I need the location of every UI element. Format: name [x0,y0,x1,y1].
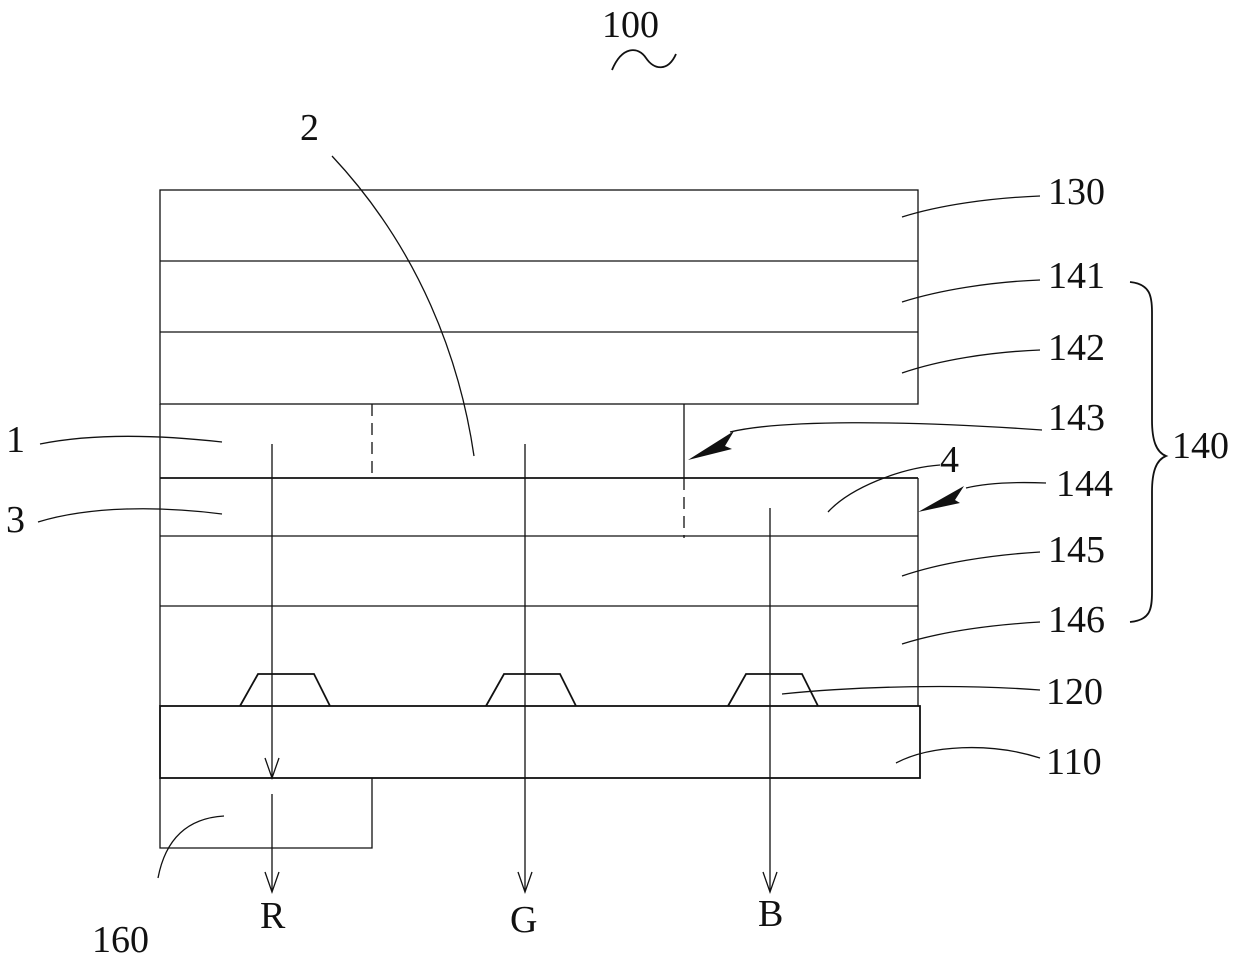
leader-2 [332,156,474,456]
leader-141 [902,280,1040,302]
region-label-4: 4 [940,439,959,481]
pointer-143 [688,431,734,460]
leader-160 [158,816,224,878]
label-144: 144 [1056,463,1113,505]
substrate-110 [160,706,920,778]
label-141: 141 [1048,255,1105,297]
label-142: 142 [1048,327,1105,369]
output-label-g: G [510,899,537,941]
label-146: 146 [1048,599,1105,641]
trapezoid-r [240,674,330,706]
leader-4 [828,465,940,512]
leader-146 [902,622,1040,644]
pointer-144 [918,486,964,512]
output-label-b: B [758,893,783,935]
output-label-r: R [260,895,286,937]
label-120: 120 [1046,671,1103,713]
trapezoid-b [728,674,818,706]
label-160: 160 [92,919,149,961]
label-143: 143 [1048,397,1105,439]
leader-120 [782,687,1040,694]
leader-3 [38,509,222,522]
label-140: 140 [1172,425,1229,467]
leader-1 [40,436,222,444]
brace-140 [1130,282,1166,622]
upper-stack [160,190,918,404]
region-label-1: 1 [6,419,25,461]
region-label-2: 2 [300,107,319,149]
label-110: 110 [1046,741,1102,783]
leader-142 [902,350,1040,373]
trapezoid-g [486,674,576,706]
figure-ref-label: 100 [602,4,659,46]
layer-160 [160,778,372,848]
leader-145 [902,552,1040,576]
leader-143 [730,423,1042,432]
region-label-3: 3 [6,499,25,541]
leader-110 [896,748,1040,763]
label-145: 145 [1048,529,1105,571]
label-130: 130 [1048,171,1105,213]
leader-130 [902,196,1040,217]
leader-144 [966,483,1046,488]
figure-ref-tilde [612,50,676,70]
